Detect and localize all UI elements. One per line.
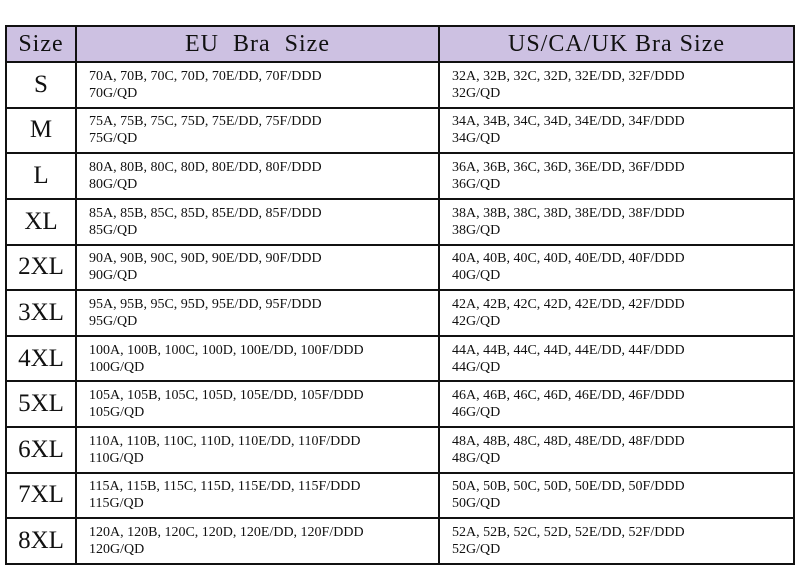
size-cell: 6XL <box>5 426 77 474</box>
size-line: 42A, 42B, 42C, 42D, 42E/DD, 42F/DDD <box>452 296 685 312</box>
size-line: 105A, 105B, 105C, 105D, 105E/DD, 105F/DD… <box>89 388 364 404</box>
size-line: 90A, 90B, 90C, 90D, 90E/DD, 90F/DDD <box>89 251 322 267</box>
eu-cell: 80A, 80B, 80C, 80D, 80E/DD, 80F/DDD 80G/Q… <box>75 152 440 200</box>
size-cell: 3XL <box>5 289 77 337</box>
size-line: 95G/QD <box>89 313 138 329</box>
table-row: M 75A, 75B, 75C, 75D, 75E/DD, 75F/DDD 75G/… <box>5 106 795 155</box>
size-line: 46A, 46B, 46C, 46D, 46E/DD, 46F/DDD <box>452 388 685 404</box>
size-line: 80G/QD <box>89 177 138 193</box>
table-row: 5XL 105A, 105B, 105C, 105D, 105E/DD, 105F… <box>5 380 795 428</box>
size-line: 105G/QD <box>89 405 145 421</box>
size-cell: 5XL <box>5 380 77 428</box>
size-cell: XL <box>5 197 77 246</box>
size-line: 85A, 85B, 85C, 85D, 85E/DD, 85F/DDD <box>89 205 322 221</box>
table-row: 8XL 120A, 120B, 120C, 120D, 120E/DD, 120F… <box>5 517 795 565</box>
size-line: 52G/QD <box>452 542 501 558</box>
us-cell: 36A, 36B, 36C, 36D, 36E/DD, 36F/DDD 36G/Q… <box>438 152 795 200</box>
size-cell: S <box>5 61 77 109</box>
table-row: L 80A, 80B, 80C, 80D, 80E/DD, 80F/DDD 80G/… <box>5 152 795 200</box>
eu-cell: 70A, 70B, 70C, 70D, 70E/DD, 70F/DDD 70G/Q… <box>75 61 440 109</box>
us-cell: 42A, 42B, 42C, 42D, 42E/DD, 42F/DDD 42G/Q… <box>438 289 795 337</box>
size-line: 52A, 52B, 52C, 52D, 52E/DD, 52F/DDD <box>452 525 685 541</box>
table-body: S 70A, 70B, 70C, 70D, 70E/DD, 70F/DDD 70G/… <box>5 61 795 565</box>
size-cell: 7XL <box>5 471 77 520</box>
us-cell: 52A, 52B, 52C, 52D, 52E/DD, 52F/DDD 52G/Q… <box>438 517 795 565</box>
size-line: 90G/QD <box>89 268 138 284</box>
eu-cell: 115A, 115B, 115C, 115D, 115E/DD, 115F/DD… <box>75 471 440 520</box>
table-row: 2XL 90A, 90B, 90C, 90D, 90E/DD, 90F/DDD 90… <box>5 243 795 292</box>
size-line: 44G/QD <box>452 359 501 375</box>
size-line: 120G/QD <box>89 542 145 558</box>
size-line: 120A, 120B, 120C, 120D, 120E/DD, 120F/DD… <box>89 525 364 541</box>
table-row: 3XL 95A, 95B, 95C, 95D, 95E/DD, 95F/DDD 95… <box>5 289 795 337</box>
header-cell: US/CA/UK Bra Size <box>438 25 795 63</box>
size-line: 50A, 50B, 50C, 50D, 50E/DD, 50F/DDD <box>452 479 685 495</box>
eu-cell: 75A, 75B, 75C, 75D, 75E/DD, 75F/DDD 75G/Q… <box>75 106 440 155</box>
size-line: 95A, 95B, 95C, 95D, 95E/DD, 95F/DDD <box>89 296 322 312</box>
size-line: 75A, 75B, 75C, 75D, 75E/DD, 75F/DDD <box>89 114 322 130</box>
eu-cell: 105A, 105B, 105C, 105D, 105E/DD, 105F/DD… <box>75 380 440 428</box>
size-line: 42G/QD <box>452 313 501 329</box>
table-row: XL 85A, 85B, 85C, 85D, 85E/DD, 85F/DDD 85G… <box>5 197 795 246</box>
size-cell: M <box>5 106 77 155</box>
size-line: 80A, 80B, 80C, 80D, 80E/DD, 80F/DDD <box>89 160 322 176</box>
size-line: 40A, 40B, 40C, 40D, 40E/DD, 40F/DDD <box>452 251 685 267</box>
size-line: 85G/QD <box>89 222 138 238</box>
size-line: 44A, 44B, 44C, 44D, 44E/DD, 44F/DDD <box>452 342 685 358</box>
size-line: 48A, 48B, 48C, 48D, 48E/DD, 48F/DDD <box>452 433 685 449</box>
size-line: 48G/QD <box>452 450 501 466</box>
table-row: 6XL 110A, 110B, 110C, 110D, 110E/DD, 110F… <box>5 426 795 474</box>
us-cell: 50A, 50B, 50C, 50D, 50E/DD, 50F/DDD 50G/Q… <box>438 471 795 520</box>
header-cell: EU Bra Size <box>75 25 440 63</box>
size-line: 36A, 36B, 36C, 36D, 36E/DD, 36F/DDD <box>452 160 685 176</box>
eu-cell: 110A, 110B, 110C, 110D, 110E/DD, 110F/DD… <box>75 426 440 474</box>
header-row: Size EU Bra Size US/CA/UK Bra Size <box>5 25 795 63</box>
us-cell: 40A, 40B, 40C, 40D, 40E/DD, 40F/DDD 40G/Q… <box>438 243 795 292</box>
us-cell: 46A, 46B, 46C, 46D, 46E/DD, 46F/DDD 46G/Q… <box>438 380 795 428</box>
us-cell: 48A, 48B, 48C, 48D, 48E/DD, 48F/DDD 48G/Q… <box>438 426 795 474</box>
size-cell: L <box>5 152 77 200</box>
size-line: 46G/QD <box>452 405 501 421</box>
size-cell: 8XL <box>5 517 77 565</box>
size-line: 36G/QD <box>452 177 501 193</box>
eu-cell: 85A, 85B, 85C, 85D, 85E/DD, 85F/DDD 85G/Q… <box>75 197 440 246</box>
header-cell: Size <box>5 25 77 63</box>
table-row: 4XL 100A, 100B, 100C, 100D, 100E/DD, 100F… <box>5 334 795 383</box>
us-cell: 34A, 34B, 34C, 34D, 34E/DD, 34F/DDD 34G/Q… <box>438 106 795 155</box>
size-line: 115A, 115B, 115C, 115D, 115E/DD, 115F/DD… <box>89 479 361 495</box>
size-line: 75G/QD <box>89 131 138 147</box>
size-line: 70G/QD <box>89 85 138 101</box>
size-line: 100A, 100B, 100C, 100D, 100E/DD, 100F/DD… <box>89 342 364 358</box>
size-line: 110G/QD <box>89 450 144 466</box>
us-cell: 38A, 38B, 38C, 38D, 38E/DD, 38F/DDD 38G/Q… <box>438 197 795 246</box>
table-row: 7XL 115A, 115B, 115C, 115D, 115E/DD, 115F… <box>5 471 795 520</box>
size-line: 100G/QD <box>89 359 145 375</box>
size-line: 38G/QD <box>452 222 501 238</box>
size-line: 110A, 110B, 110C, 110D, 110E/DD, 110F/DD… <box>89 433 361 449</box>
size-line: 32G/QD <box>452 85 501 101</box>
eu-cell: 90A, 90B, 90C, 90D, 90E/DD, 90F/DDD 90G/Q… <box>75 243 440 292</box>
eu-cell: 100A, 100B, 100C, 100D, 100E/DD, 100F/DD… <box>75 334 440 383</box>
us-cell: 44A, 44B, 44C, 44D, 44E/DD, 44F/DDD 44G/Q… <box>438 334 795 383</box>
size-line: 34G/QD <box>452 131 501 147</box>
size-cell: 2XL <box>5 243 77 292</box>
table-row: S 70A, 70B, 70C, 70D, 70E/DD, 70F/DDD 70G/… <box>5 61 795 109</box>
size-table: Size EU Bra Size US/CA/UK Bra Size S 70A,… <box>5 25 795 565</box>
size-line: 40G/QD <box>452 268 501 284</box>
eu-cell: 120A, 120B, 120C, 120D, 120E/DD, 120F/DD… <box>75 517 440 565</box>
us-cell: 32A, 32B, 32C, 32D, 32E/DD, 32F/DDD 32G/Q… <box>438 61 795 109</box>
size-line: 38A, 38B, 38C, 38D, 38E/DD, 38F/DDD <box>452 205 685 221</box>
eu-cell: 95A, 95B, 95C, 95D, 95E/DD, 95F/DDD 95G/Q… <box>75 289 440 337</box>
size-line: 115G/QD <box>89 496 144 512</box>
size-cell: 4XL <box>5 334 77 383</box>
size-line: 34A, 34B, 34C, 34D, 34E/DD, 34F/DDD <box>452 114 685 130</box>
size-line: 50G/QD <box>452 496 501 512</box>
size-line: 32A, 32B, 32C, 32D, 32E/DD, 32F/DDD <box>452 68 685 84</box>
size-line: 70A, 70B, 70C, 70D, 70E/DD, 70F/DDD <box>89 68 322 84</box>
